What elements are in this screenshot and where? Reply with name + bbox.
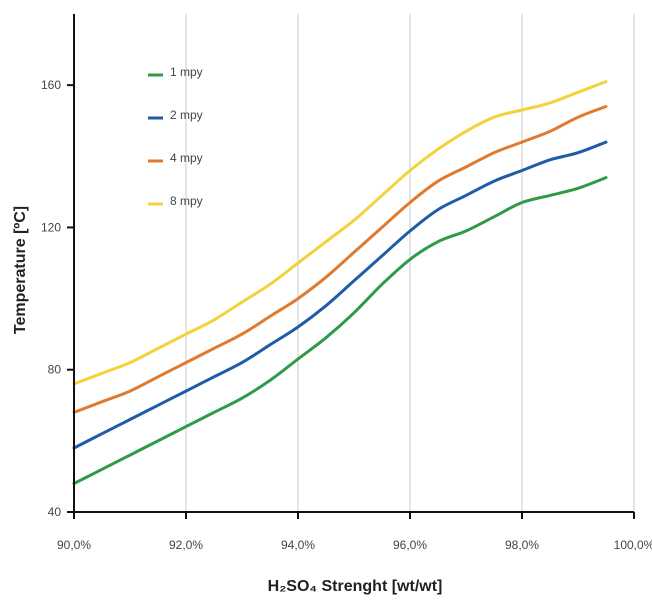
- x-axis-title: H₂SO₄ Strenght [wt/wt]: [268, 578, 443, 595]
- series-lines: [72, 80, 608, 485]
- x-tick-label: 92,0%: [169, 538, 203, 552]
- legend-label-1: 1 mpy: [170, 65, 203, 79]
- series-line-4: [72, 80, 608, 386]
- legend-label-3: 4 mpy: [170, 151, 203, 165]
- y-tick-label: 80: [48, 363, 62, 377]
- y-tick-label: 40: [48, 505, 62, 519]
- tick-labels: 90,0% 92,0% 94,0% 96,0% 98,0% 100,0% 40 80 120 16…: [41, 78, 652, 552]
- y-tick-label: 120: [41, 220, 61, 234]
- legend-label-2: 2 mpy: [170, 108, 203, 122]
- legend: 1 mpy 2 mpy 4 mpy 8 mpy: [148, 65, 203, 208]
- y-axis-title: Temperature [ºC]: [12, 206, 29, 334]
- x-tick-label: 100,0%: [614, 538, 652, 552]
- x-tick-label: 98,0%: [505, 538, 539, 552]
- axes: [67, 14, 635, 519]
- x-tick-label: 90,0%: [57, 538, 91, 552]
- series-line-3: [72, 105, 608, 414]
- series-line-2: [72, 140, 608, 450]
- vertical-gridlines: [185, 14, 635, 512]
- x-tick-label: 96,0%: [393, 538, 427, 552]
- legend-label-4: 8 mpy: [170, 194, 203, 208]
- y-tick-label: 160: [41, 78, 61, 92]
- x-tick-label: 94,0%: [281, 538, 315, 552]
- series-line-1: [72, 176, 608, 485]
